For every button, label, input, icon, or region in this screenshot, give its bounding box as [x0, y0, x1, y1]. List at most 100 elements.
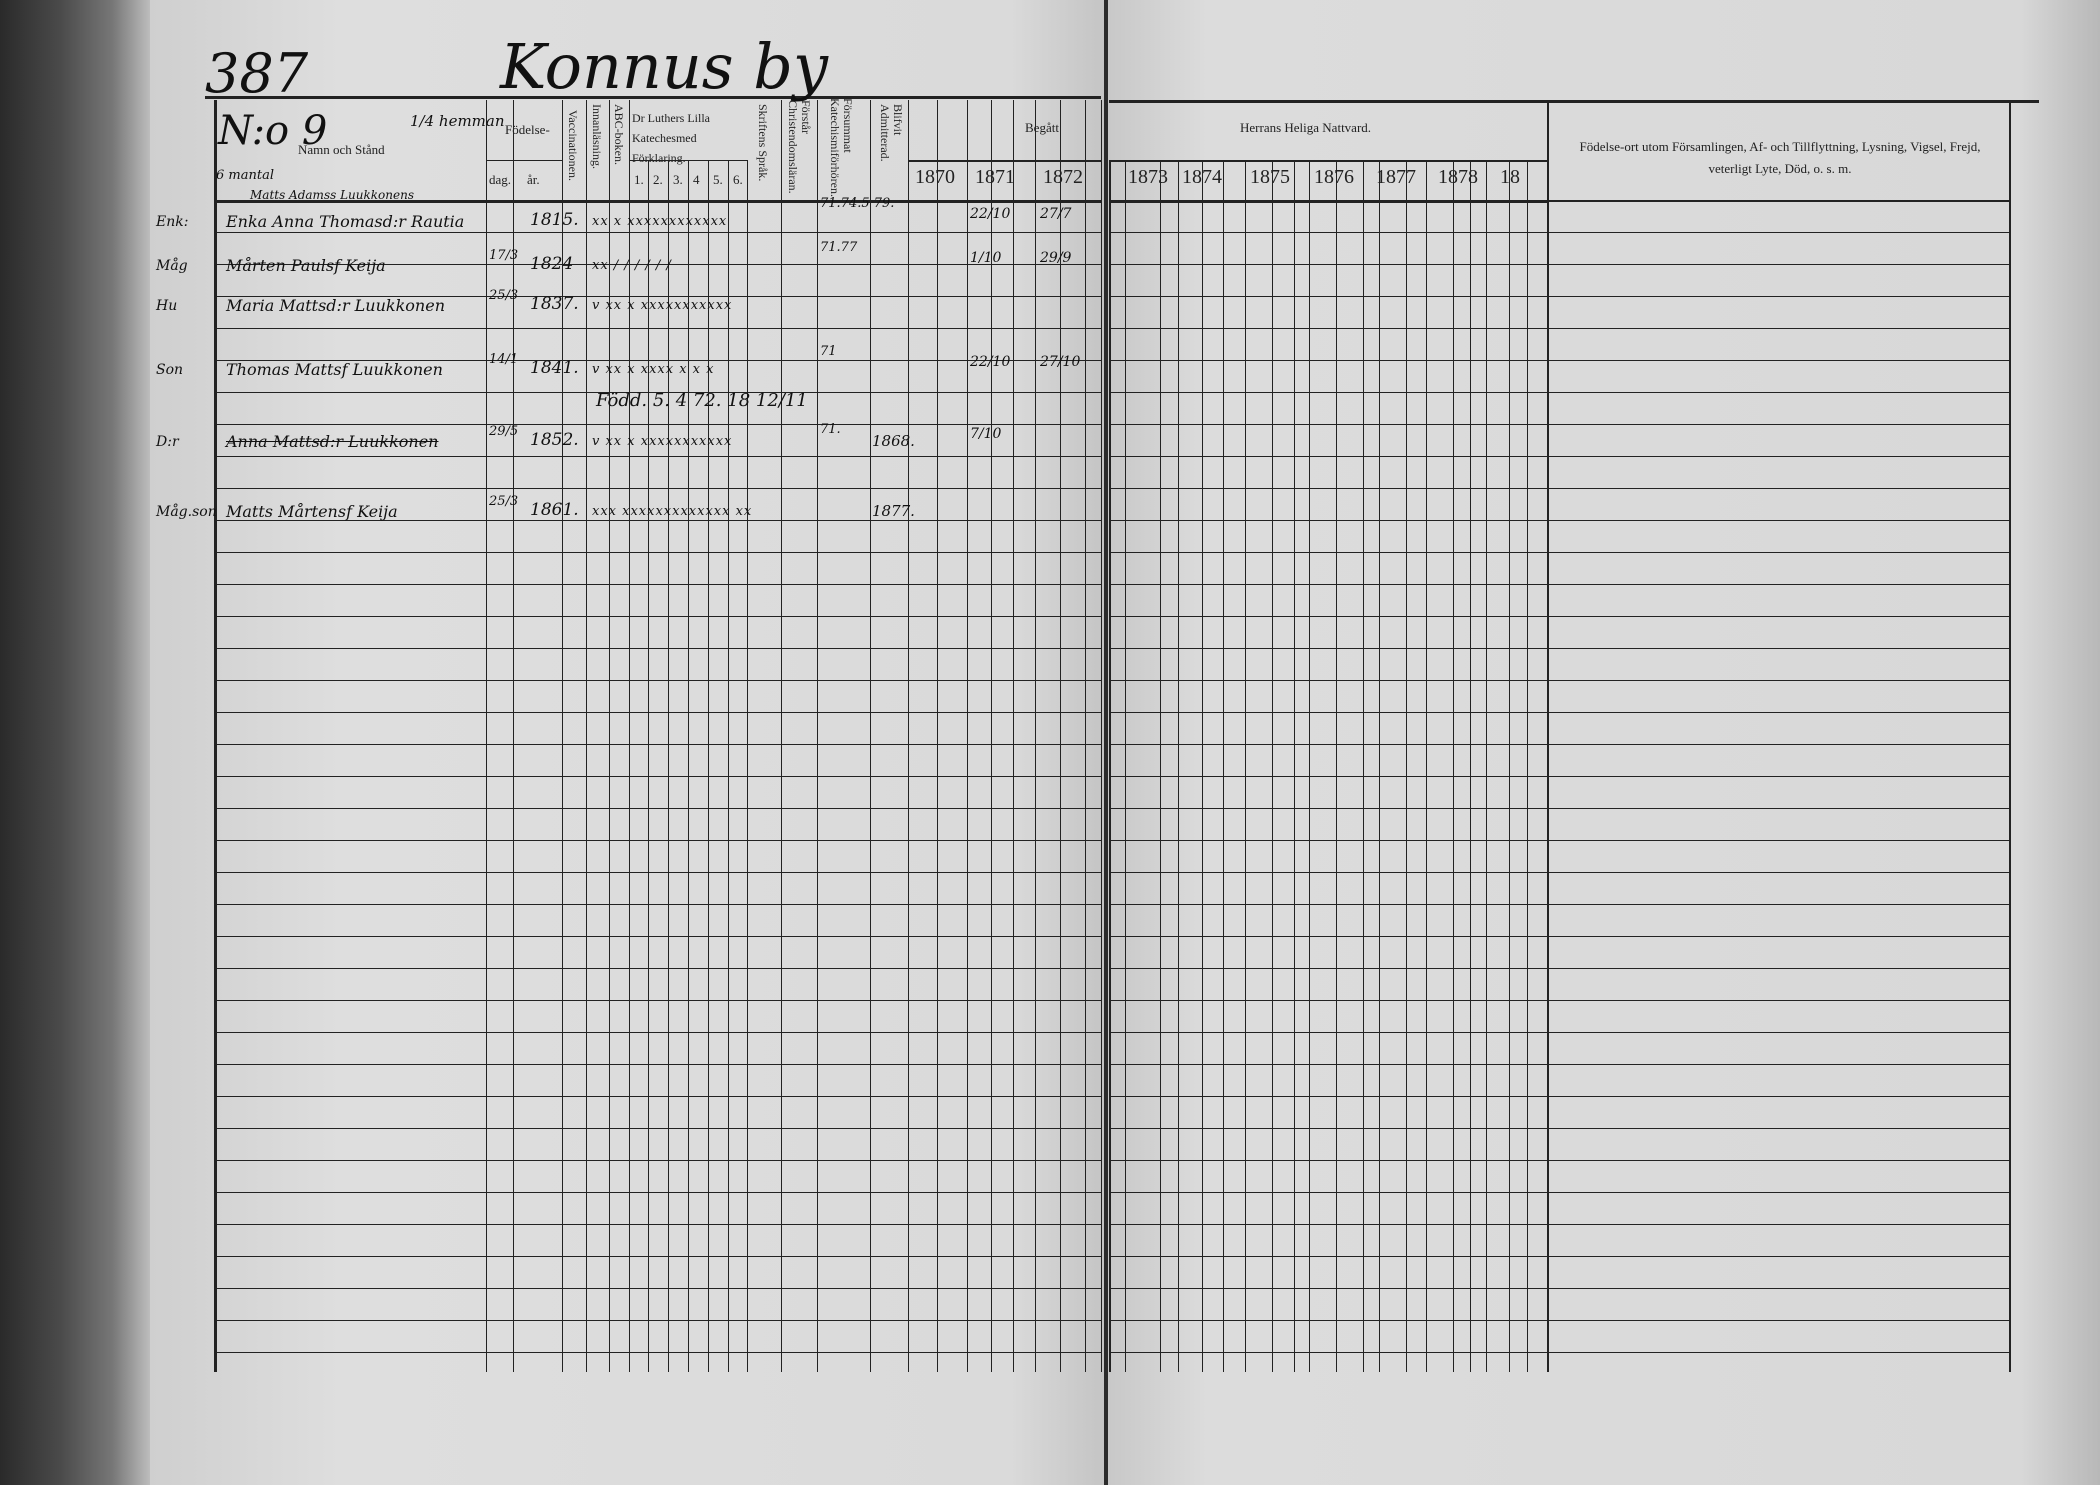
column-rule: [1178, 160, 1179, 1372]
column-rule: [214, 100, 217, 1372]
row-rule: [1109, 616, 2009, 617]
book-binding: [0, 0, 150, 1485]
header-catechism-part: 1.: [634, 172, 644, 187]
header-catechism-part: 3.: [673, 172, 683, 187]
entry-name: Matts Mårtensf Keija: [226, 502, 398, 521]
row-rule: [214, 904, 1101, 905]
header-catechism-part: 6.: [733, 172, 743, 187]
column-rule: [1101, 100, 1102, 1372]
column-rule: [1109, 160, 1111, 1372]
entry-birth-day: 25/3: [489, 494, 519, 509]
row-rule: [214, 776, 1101, 777]
row-rule: [214, 1000, 1101, 1001]
village-title: Konnus by: [500, 30, 829, 103]
header-name: Namn och Stånd: [298, 142, 385, 157]
row-rule: [214, 360, 1101, 361]
column-rule: [486, 100, 487, 1372]
header-vaccination: Vaccinationen.: [566, 110, 580, 181]
household-number: N:o 9: [218, 108, 328, 154]
year-label: 1877: [1376, 166, 1416, 188]
page-fold: [1104, 0, 1108, 1485]
column-rule: [1125, 160, 1126, 1372]
row-rule: [214, 1256, 1101, 1257]
entry-status: Hu: [156, 298, 178, 314]
entry-missed: 71.77: [820, 240, 858, 255]
column-rule: [1160, 160, 1161, 1372]
row-rule: [1109, 904, 2009, 905]
row-rule: [1109, 1128, 2009, 1129]
row-rule: [214, 1288, 1101, 1289]
header-communion: Herrans Heliga Nattvard.: [1240, 120, 1372, 135]
entry-communion-date: 1/10: [970, 250, 1002, 266]
column-rule: [1336, 160, 1337, 1372]
row-rule: [214, 1320, 1101, 1321]
entry-birth-year: 1815.: [530, 210, 579, 230]
header-birth-year: år.: [527, 172, 540, 187]
row-rule: [214, 744, 1101, 745]
entry-admitted: 1877.: [872, 502, 915, 520]
year-label: 1872: [1043, 166, 1083, 188]
row-rule: [214, 520, 1101, 521]
row-rule: [1109, 1096, 2009, 1097]
column-rule: [908, 100, 909, 1372]
row-rule: [1109, 648, 2009, 649]
entry-reading-marks: v xx x xxxx x x x: [592, 362, 715, 377]
row-rule: [214, 552, 1101, 553]
row-rule: [1109, 1064, 2009, 1065]
column-rule: [1272, 160, 1273, 1372]
column-rule: [1379, 160, 1380, 1372]
row-rule: [214, 872, 1101, 873]
row-rule: [1109, 1320, 2009, 1321]
entry-name: Maria Mattsd:r Luukkonen: [226, 296, 446, 315]
entry-status: Måg: [156, 258, 188, 274]
row-rule: [1109, 392, 2009, 393]
column-rule: [1245, 160, 1246, 1372]
column-rule: [728, 160, 729, 1372]
header-reading: Innanläsning.: [590, 104, 604, 169]
entry-birth-day: 29/5: [489, 424, 519, 439]
entry-name: Enka Anna Thomasd:r Rautia: [226, 212, 465, 231]
years-rule: [908, 160, 1101, 162]
column-rule: [1035, 100, 1036, 1372]
row-rule: [1109, 1032, 2009, 1033]
column-rule: [708, 160, 709, 1372]
row-rule: [214, 1128, 1101, 1129]
column-rule: [688, 160, 689, 1372]
left-page: [150, 0, 1106, 1485]
header-christianity: Förstår Christendomsläran.: [786, 100, 813, 194]
row-rule: [214, 1160, 1101, 1161]
entry-communion-date: 27/7: [1040, 206, 1072, 222]
right-page: [1108, 0, 2100, 1485]
entry-communion-date: 7/10: [970, 426, 1002, 442]
column-rule: [1527, 160, 1528, 1372]
row-rule: [214, 680, 1101, 681]
column-rule: [668, 160, 669, 1372]
year-label: 1874: [1182, 166, 1222, 188]
entry-reading-marks: xx / / / / / /: [592, 258, 672, 273]
entry-name: Thomas Mattsf Luukkonen: [226, 360, 443, 379]
row-rule: [1109, 296, 2009, 297]
row-rule: [1109, 1288, 2009, 1289]
column-rule: [1453, 160, 1454, 1372]
row-rule: [1109, 360, 2009, 361]
entry-admitted: 1868.: [872, 432, 915, 450]
page-number: 387: [205, 42, 309, 105]
row-rule: [214, 712, 1101, 713]
row-rule: [214, 808, 1101, 809]
row-rule: [1109, 1352, 2009, 1353]
row-rule: [214, 488, 1101, 489]
column-rule: [562, 100, 563, 1372]
entry-status: D:r: [156, 434, 179, 450]
entry-birth-day: 17/3: [489, 248, 519, 263]
column-rule: [991, 100, 992, 1372]
column-rule: [648, 160, 649, 1372]
row-rule: [1109, 1224, 2009, 1225]
header-catechism-part: 5.: [713, 172, 723, 187]
entry-note: Född. 5. 4 72. 18 12/11: [596, 390, 808, 411]
entry-missed: 71.74.5 79.: [820, 196, 895, 211]
row-rule: [1109, 840, 2009, 841]
year-label: 1876: [1314, 166, 1354, 188]
column-rule: [937, 100, 938, 1372]
header-birth-day: dag.: [489, 172, 512, 187]
row-rule: [1109, 488, 2009, 489]
